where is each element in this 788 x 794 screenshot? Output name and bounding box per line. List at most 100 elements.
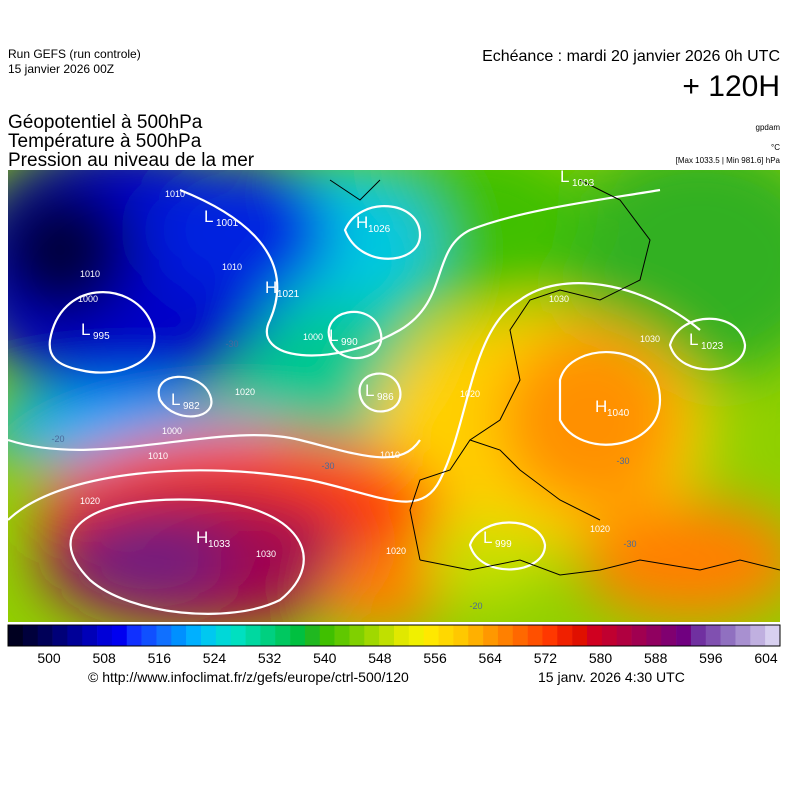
footer-issued: 15 janv. 2026 4:30 UTC [538,669,685,685]
colorbar-swatch [705,625,721,646]
colorbar-swatch [141,625,157,646]
center-value: 999 [495,539,512,550]
isobar-label: 1030 [256,549,276,559]
colorbar-swatch [601,625,617,646]
colorbar-swatch [438,625,454,646]
colorbar-swatch [542,625,558,646]
unit: °C [771,143,780,152]
colorbar-swatch [82,625,98,646]
center-type: L [171,390,180,409]
colorbar-frame [7,624,781,647]
isotherm-label: -30 [616,456,629,466]
colorbar-label: 532 [258,650,282,666]
colorbar-swatch [616,625,632,646]
center-value: 1040 [607,408,630,419]
colorbar-label: 572 [534,650,558,666]
isobar-label: 1020 [80,496,100,506]
colorbar-swatch [676,625,692,646]
center-type: L [483,528,492,547]
colorbar-swatch [52,625,68,646]
map [8,170,780,622]
isotherm-label: -20 [51,434,64,444]
title: Température à 500hPa [8,131,202,152]
isobar-label: 1000 [78,294,98,304]
isobar-label: 1000 [162,426,182,436]
colorbar-swatch [22,625,38,646]
isobar-label: 1020 [590,524,610,534]
colorbar-swatch [111,625,128,646]
colorbar-label: 500 [37,650,61,666]
colorbar-label: 540 [313,650,337,666]
colorbar-swatch [587,625,603,646]
colorbar-swatch [690,625,707,646]
center-value: 990 [341,337,358,348]
unit: gpdam [756,123,781,132]
isotherm-label: -30 [321,461,334,471]
colorbar-swatch [394,625,410,646]
center-value: 1033 [208,539,231,550]
center-type: H [265,278,277,297]
isobar-label: 1010 [222,262,242,272]
colorbar-swatch [334,625,350,646]
isobar-label: 1020 [460,389,480,399]
center-type: H [595,397,607,416]
colorbar-swatch [512,625,528,646]
colorbar-swatch [260,625,276,646]
isotherm-label: -30 [623,539,636,549]
colorbar-swatch [245,625,261,646]
center-type: H [356,213,368,232]
title: Géopotentiel à 500hPa [8,112,203,133]
colorbar-swatch [8,625,24,646]
colorbar-swatch [319,625,335,646]
colorbar-label: 508 [92,650,116,666]
colorbar-swatch [97,625,113,646]
run-date: 15 janvier 2026 00Z [8,62,114,76]
colorbar-swatch [171,625,187,646]
title: Pression au niveau de la mer [8,150,255,171]
colorbar-label: 516 [148,650,172,666]
colorbar-swatch [527,625,543,646]
isotherm-label: -20 [469,601,482,611]
center-type: H [196,528,208,547]
colorbar-swatch [290,625,306,646]
colorbar-swatch [453,625,469,646]
center-type: L [81,320,90,339]
colorbar-label: 588 [644,650,668,666]
center-type: L [329,326,338,345]
colorbar-swatch [304,625,321,646]
isobar-label: 1030 [549,294,569,304]
colorbar-swatch [230,625,246,646]
colorbar-swatch [37,625,53,646]
colorbar-label: 596 [699,650,723,666]
colorbar-label: 604 [754,650,778,666]
colorbar-swatch [468,625,484,646]
center-type: L [689,330,698,349]
run: Run GEFS (run controle) [8,47,141,61]
colorbar: 500 508 516 524 532 540 548 556 564 572 580 588 596 6… [7,624,781,666]
colorbar-swatch [720,625,736,646]
colorbar-swatch [765,625,781,646]
center-type: L [204,207,213,226]
colorbar-swatch [735,625,751,646]
colorbar-swatch [408,625,424,646]
center-value: 1003 [572,178,595,189]
colorbar-label: 548 [368,650,392,666]
isobar-label: 1000 [303,332,323,342]
echeance: Echéance : mardi 20 janvier 2026 0h UTC [482,48,780,65]
footer-url: © http://www.infoclimat.fr/z/gefs/europe… [88,669,409,685]
isotherm-label: -30 [225,339,238,349]
colorbar-swatch [349,625,365,646]
colorbar-swatch [572,625,588,646]
center-type: L [560,167,569,186]
colorbar-swatch [497,625,514,646]
isobar-label: 1010 [380,450,400,460]
isobar-label: 1010 [148,451,168,461]
center-value: 1001 [216,218,239,229]
colorbar-swatch [275,625,291,646]
colorbar-swatch [126,625,142,646]
lead-time: + 120H [682,70,780,103]
center-value: 995 [93,331,110,342]
isobar-label: 1020 [235,387,255,397]
isobar-label: 1030 [640,334,660,344]
colorbar-label: 556 [423,650,447,666]
